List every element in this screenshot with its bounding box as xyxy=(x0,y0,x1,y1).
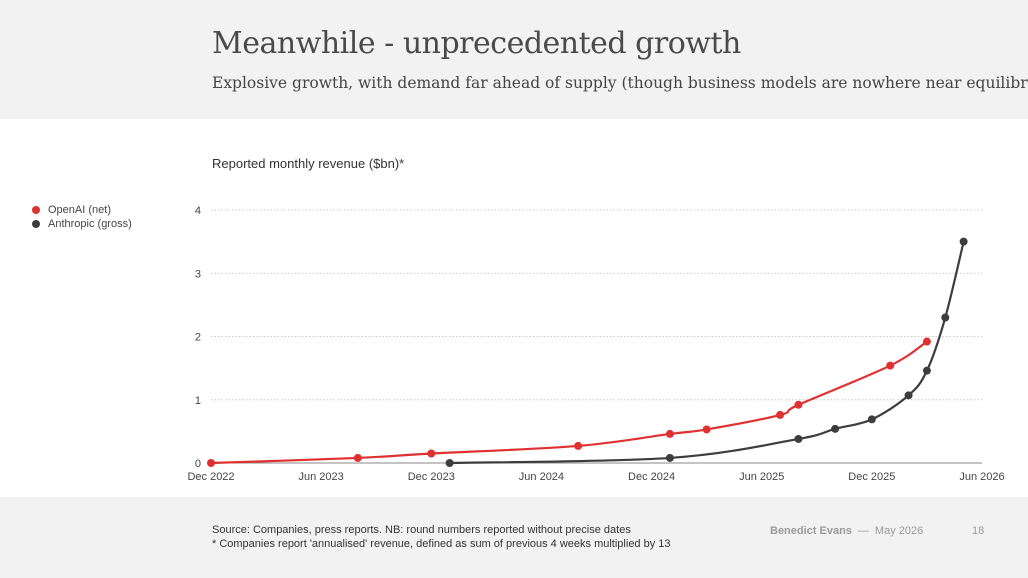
page-number: 18 xyxy=(972,525,985,537)
y-tick-label-2: 2 xyxy=(195,332,201,344)
data-point-1-3 xyxy=(831,424,840,433)
series-line-0 xyxy=(209,340,929,465)
slide-title: Meanwhile - unprecedented growth xyxy=(212,26,741,61)
data-point-1-4 xyxy=(867,415,876,424)
data-point-0-7 xyxy=(794,400,803,409)
data-point-1-6 xyxy=(922,366,931,375)
data-point-0-2 xyxy=(427,449,436,458)
chart-legend: OpenAI (net) Anthropic (gross) xyxy=(32,203,132,231)
chart-title: Reported monthly revenue ($bn)* xyxy=(212,156,405,171)
revenue-line-chart: 0 1 2 3 4 Dec 2022 Jun 2023 Dec 2023 Jun 2024 Dec… xyxy=(187,205,1004,483)
source-line: Source: Companies, press reports. NB: ro… xyxy=(212,524,631,536)
y-tick-label-1: 1 xyxy=(195,395,201,407)
legend-dot-openai xyxy=(32,206,40,214)
note-line: * Companies report 'annualised' revenue,… xyxy=(212,538,671,550)
data-point-0-6 xyxy=(776,410,785,419)
y-tick-label-0: 0 xyxy=(195,458,201,470)
data-point-1-5 xyxy=(904,391,913,400)
legend-dot-anthropic xyxy=(32,220,40,228)
x-tick-label-1: Jun 2023 xyxy=(299,471,344,483)
data-point-0-0 xyxy=(207,459,215,467)
x-tick-label-5: Jun 2025 xyxy=(739,471,784,483)
author-name: Benedict Evans xyxy=(770,525,852,537)
legend-item-anthropic: Anthropic (gross) xyxy=(32,217,132,231)
legend-item-openai: OpenAI (net) xyxy=(32,203,132,217)
author-separator: — xyxy=(857,525,869,537)
series-layer xyxy=(207,237,968,467)
data-point-1-1 xyxy=(665,453,674,462)
x-tick-label-4: Dec 2024 xyxy=(628,471,675,483)
data-point-1-0 xyxy=(445,459,454,467)
data-point-0-9 xyxy=(922,337,931,346)
footer-band xyxy=(0,497,1028,578)
y-tick-label-3: 3 xyxy=(195,268,201,280)
y-tick-label-4: 4 xyxy=(195,205,201,217)
series-line-1 xyxy=(448,240,965,465)
footer-author: Benedict Evans — May 2026 xyxy=(770,525,923,537)
data-point-1-8 xyxy=(959,237,968,246)
axis-layer: 0 1 2 3 4 Dec 2022 Jun 2023 Dec 2023 Jun 2024 Dec… xyxy=(187,205,1004,483)
slide-subtitle: Explosive growth, with demand far ahead … xyxy=(212,74,1028,92)
legend-label-openai: OpenAI (net) xyxy=(48,204,111,216)
x-tick-label-7: Jun 2026 xyxy=(959,471,1004,483)
data-point-1-7 xyxy=(941,313,950,322)
data-point-0-3 xyxy=(574,441,583,450)
data-point-0-4 xyxy=(665,429,674,438)
footer-date: May 2026 xyxy=(874,525,924,537)
x-tick-label-2: Dec 2023 xyxy=(408,471,455,483)
data-point-1-2 xyxy=(794,434,803,443)
footer-source: Source: Companies, press reports. NB: ro… xyxy=(212,523,671,551)
grid-layer xyxy=(211,209,982,401)
header-band xyxy=(0,0,1028,119)
x-tick-label-0: Dec 2022 xyxy=(187,471,234,483)
legend-label-anthropic: Anthropic (gross) xyxy=(48,218,132,230)
data-point-0-1 xyxy=(353,453,362,462)
data-point-0-8 xyxy=(886,361,895,370)
x-tick-label-3: Jun 2024 xyxy=(519,471,564,483)
x-tick-label-6: Dec 2025 xyxy=(848,471,895,483)
data-point-0-5 xyxy=(702,425,711,434)
